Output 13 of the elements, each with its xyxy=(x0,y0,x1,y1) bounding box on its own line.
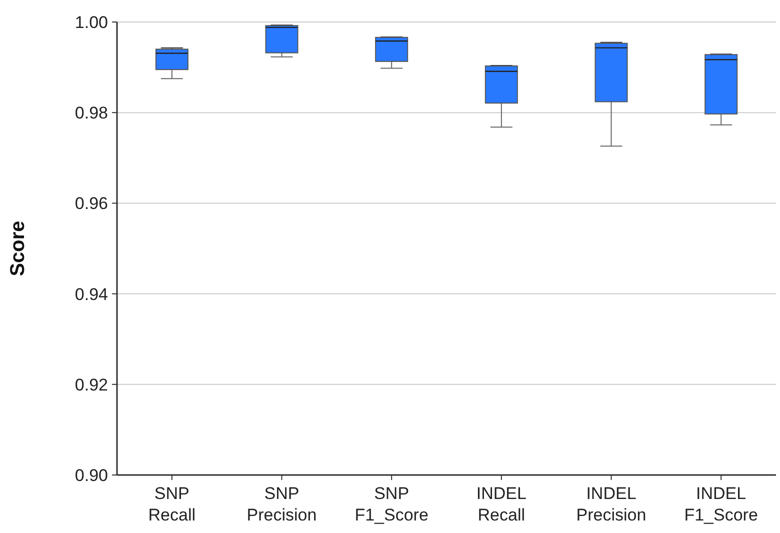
x-tick-label: SNP F1_Score xyxy=(354,484,428,524)
x-tick-label: INDEL Recall xyxy=(476,484,526,524)
y-tick-label: 0.94 xyxy=(74,284,108,304)
y-tick-label: 0.90 xyxy=(74,466,108,485)
y-tick-label: 0.92 xyxy=(74,375,108,394)
x-tick-label: SNP Recall xyxy=(148,484,196,524)
x-tick-label: INDEL Precision xyxy=(576,484,646,524)
y-tick-label: 0.96 xyxy=(74,194,108,214)
x-tick-label: INDEL F1_Score xyxy=(684,484,758,524)
y-axis-title: Score xyxy=(7,220,29,276)
x-tick-label: SNP Precision xyxy=(246,484,317,524)
y-tick-label: 1.00 xyxy=(74,12,108,32)
y-tick-label: 0.98 xyxy=(74,104,108,123)
